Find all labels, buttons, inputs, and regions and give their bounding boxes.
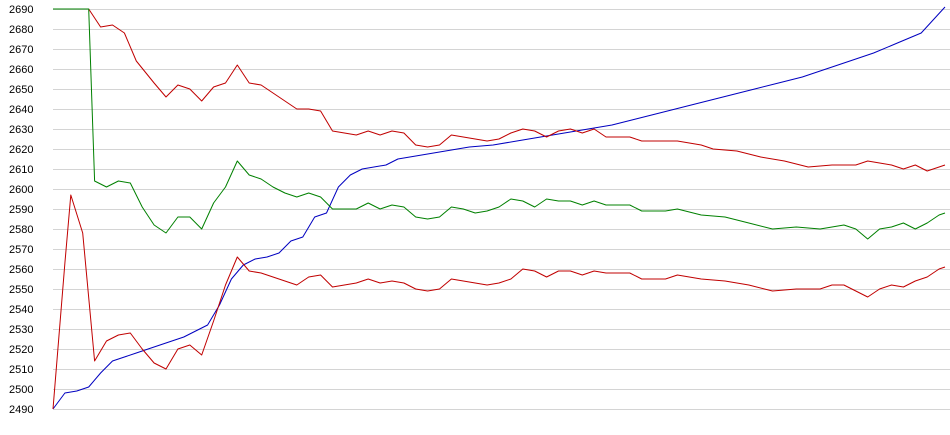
y-tick-label: 2660: [9, 64, 33, 76]
y-tick-label: 2550: [9, 284, 33, 296]
y-tick-label: 2580: [9, 224, 33, 236]
y-tick-label: 2620: [9, 144, 33, 156]
y-tick-label: 2630: [9, 124, 33, 136]
series-line-3: [53, 8, 946, 240]
grid-lines: [53, 9, 950, 410]
y-tick-label: 2590: [9, 204, 33, 216]
y-tick-label: 2640: [9, 104, 33, 116]
series-line-2: [53, 8, 946, 172]
y-axis-tick-labels: 2490 2500 2510 2520 2530 2540 2550 2560 2570 2580…: [9, 4, 33, 416]
y-tick-label: 2490: [9, 404, 33, 416]
y-tick-label: 2610: [9, 164, 33, 176]
y-tick-label: 2670: [9, 44, 33, 56]
y-tick-label: 2540: [9, 304, 33, 316]
y-tick-label: 2600: [9, 184, 33, 196]
y-tick-label: 2530: [9, 324, 33, 336]
y-tick-label: 2650: [9, 84, 33, 96]
y-tick-label: 2520: [9, 344, 33, 356]
y-tick-label: 2690: [9, 4, 33, 16]
series-line-1: [52, 6, 946, 410]
y-tick-label: 2570: [9, 244, 33, 256]
series-lines: [52, 6, 946, 410]
y-tick-label: 2500: [9, 384, 33, 396]
y-tick-label: 2510: [9, 364, 33, 376]
series-line-4: [52, 194, 946, 410]
y-tick-label: 2680: [9, 24, 33, 36]
y-tick-label: 2560: [9, 264, 33, 276]
